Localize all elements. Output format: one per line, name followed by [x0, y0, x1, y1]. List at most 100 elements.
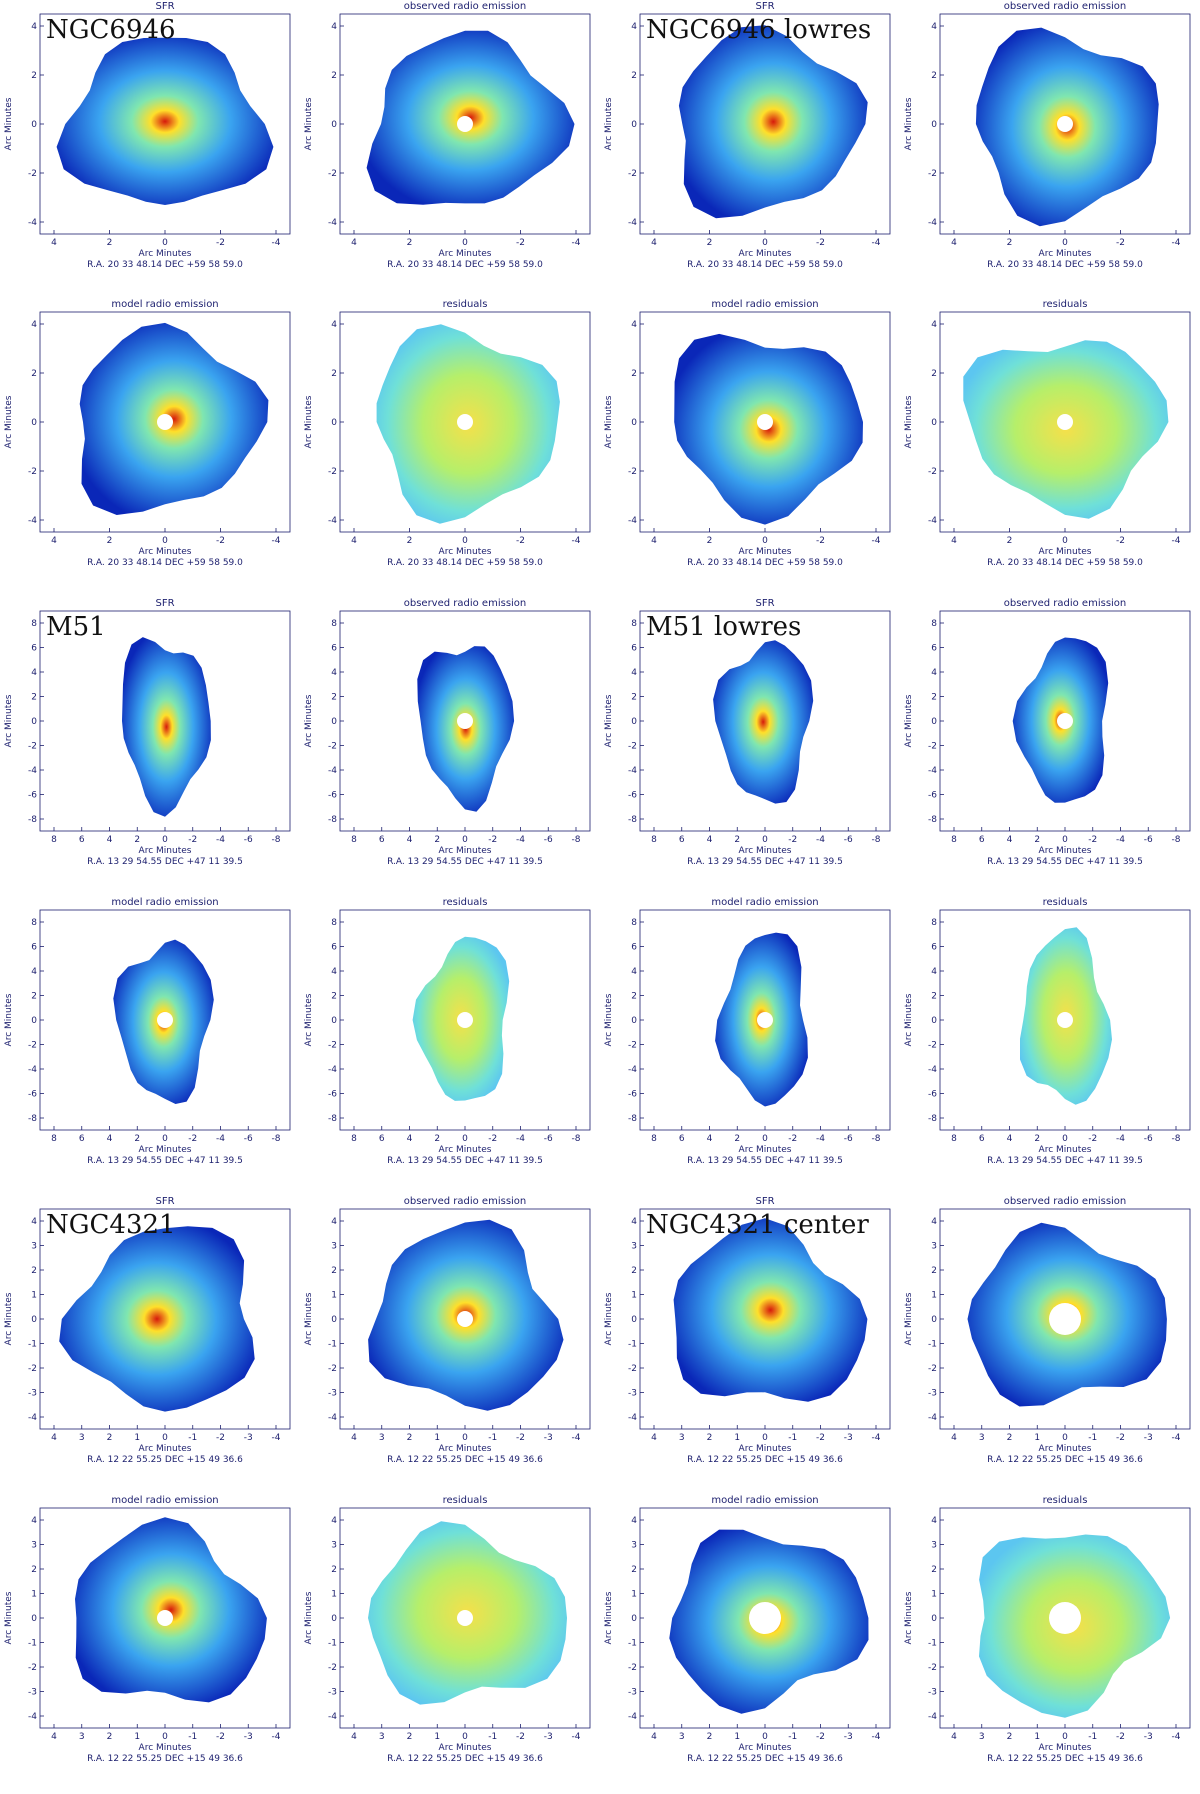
- x-tick-label: 3: [979, 1732, 985, 1742]
- x-axis-label: Arc Minutes: [139, 547, 192, 557]
- y-tick-label: 4: [931, 320, 937, 330]
- y-tick-label: 2: [331, 71, 337, 81]
- y-tick-label: -1: [328, 1340, 337, 1350]
- x-tick-label: -4: [572, 1732, 581, 1742]
- x-tick-label: -4: [816, 1134, 825, 1144]
- x-tick-label: -2: [216, 238, 225, 248]
- y-tick-label: 6: [331, 644, 337, 654]
- masked-center: [457, 1012, 473, 1028]
- x-tick-label: 2: [734, 1134, 740, 1144]
- y-tick-label: -3: [28, 1688, 37, 1698]
- y-tick-label: 2: [931, 992, 937, 1002]
- x-tick-label: 4: [1007, 835, 1013, 845]
- y-tick-label: -4: [28, 1413, 37, 1423]
- y-tick-label: -1: [28, 1340, 37, 1350]
- y-tick-label: 0: [331, 1016, 337, 1026]
- x-tick-label: 8: [51, 835, 57, 845]
- y-tick-label: -8: [928, 815, 937, 825]
- panel-svg: observed radio emission 8 6 4 2 0 -2 -4 -6 -8 8 6 4 2…: [904, 598, 1191, 867]
- x-tick-label: 4: [651, 1433, 657, 1443]
- x-tick-label: 1: [134, 1732, 140, 1742]
- coordinate-caption: R.A. 12 22 55.25 DEC +15 49 36.6: [987, 1754, 1143, 1764]
- y-axis-label: Arc Minutes: [304, 97, 314, 150]
- x-tick-label: 3: [979, 1433, 985, 1443]
- y-axis-label: Arc Minutes: [904, 1292, 914, 1345]
- y-tick-label: -2: [928, 467, 937, 477]
- panel: residuals 8 6 4 2 0 -2 -4 -6 -8 8 6 4 2 0 -2 -4 -6 -8 Arc M…: [900, 896, 1200, 1196]
- y-tick-label: 3: [331, 1541, 337, 1551]
- y-axis-label: Arc Minutes: [904, 1591, 914, 1644]
- x-tick-label: -8: [272, 1134, 281, 1144]
- y-tick-label: 8: [331, 918, 337, 928]
- x-tick-label: 0: [462, 536, 468, 546]
- panel-title: residuals: [443, 897, 488, 908]
- y-axis-label: Arc Minutes: [604, 395, 614, 448]
- y-tick-label: 1: [331, 1590, 337, 1600]
- coordinate-caption: R.A. 13 29 54.55 DEC +47 11 39.5: [687, 857, 843, 867]
- y-tick-label: -6: [328, 791, 337, 801]
- y-tick-label: -3: [628, 1688, 637, 1698]
- x-tick-label: -4: [572, 238, 581, 248]
- x-tick-label: -4: [516, 1134, 525, 1144]
- x-tick-label: -6: [1144, 1134, 1153, 1144]
- x-axis-label: Arc Minutes: [439, 846, 492, 856]
- coordinate-caption: R.A. 20 33 48.14 DEC +59 58 59.0: [87, 558, 243, 568]
- y-tick-label: 2: [331, 1565, 337, 1575]
- x-axis-label: Arc Minutes: [439, 1743, 492, 1753]
- y-tick-label: -6: [928, 1090, 937, 1100]
- y-tick-label: -4: [328, 766, 337, 776]
- y-tick-label: -1: [628, 1340, 637, 1350]
- y-tick-label: -1: [628, 1639, 637, 1649]
- y-tick-label: -2: [328, 742, 337, 752]
- panel: observed radio emission 4 2 0 -2 -4 4 2 0 -2 -4 Arc…: [900, 0, 1200, 300]
- y-axis-label: Arc Minutes: [904, 694, 914, 747]
- coordinate-caption: R.A. 20 33 48.14 DEC +59 58 59.0: [687, 260, 843, 270]
- x-tick-label: 3: [79, 1732, 85, 1742]
- x-tick-label: -2: [816, 1732, 825, 1742]
- x-tick-label: -2: [1116, 1433, 1125, 1443]
- panel-svg: SFR 4 3 2 1 0 -1 -2 -3 -4 4 3 2 1 0 -1 -2 -3 -4 Arc Minutes…: [604, 1196, 891, 1465]
- y-tick-label: 3: [31, 1541, 37, 1551]
- galaxy-emission-map: [79, 322, 269, 515]
- y-tick-label: 4: [31, 22, 37, 32]
- panel-svg: model radio emission 4 2 0 -2 -4 4 2 0 -2 -4 Arc Mi…: [4, 299, 291, 568]
- y-tick-label: -4: [628, 1712, 637, 1722]
- coordinate-caption: R.A. 13 29 54.55 DEC +47 11 39.5: [87, 1156, 243, 1166]
- x-tick-label: -2: [516, 1433, 525, 1443]
- x-axis-label: Arc Minutes: [439, 1145, 492, 1155]
- panel: SFR 8 6 4 2 0 -2 -4 -6 -8 8 6 4 2 0 -2 -4 -6 -8 Arc Minutes…: [0, 597, 300, 897]
- panel-svg: SFR 4 3 2 1 0 -1 -2 -3 -4 4 3 2 1 0 -1 -2 -3 -4 Arc Minutes…: [4, 1196, 291, 1465]
- x-tick-label: -4: [872, 1433, 881, 1443]
- x-tick-label: 2: [134, 835, 140, 845]
- x-tick-label: 4: [651, 536, 657, 546]
- x-tick-label: -8: [872, 1134, 881, 1144]
- y-axis-label: Arc Minutes: [904, 395, 914, 448]
- y-tick-label: 4: [331, 1516, 337, 1526]
- x-axis-label: Arc Minutes: [139, 1444, 192, 1454]
- x-tick-label: 6: [979, 835, 985, 845]
- x-tick-label: -2: [1116, 238, 1125, 248]
- x-tick-label: 1: [434, 1433, 440, 1443]
- x-tick-label: 0: [762, 1134, 768, 1144]
- x-tick-label: 6: [379, 835, 385, 845]
- panel-svg: observed radio emission 4 2 0 -2 -4 4 2 0 -2 -4 Arc…: [904, 1, 1191, 270]
- x-tick-label: 4: [407, 1134, 413, 1144]
- x-tick-label: 4: [951, 536, 957, 546]
- x-tick-label: 2: [707, 536, 713, 546]
- y-tick-label: 2: [631, 992, 637, 1002]
- y-tick-label: -2: [628, 467, 637, 477]
- y-tick-label: 4: [331, 967, 337, 977]
- panel: residuals 4 2 0 -2 -4 4 2 0 -2 -4 Arc Minutes Arc Mi…: [900, 298, 1200, 598]
- x-tick-label: -3: [544, 1433, 553, 1443]
- galaxy-emission-map: [673, 1218, 868, 1402]
- y-tick-label: 6: [31, 943, 37, 953]
- x-tick-label: -2: [816, 1433, 825, 1443]
- y-tick-label: -6: [28, 1090, 37, 1100]
- x-tick-label: -8: [572, 835, 581, 845]
- x-tick-label: -2: [188, 835, 197, 845]
- panel-title: observed radio emission: [404, 1, 527, 12]
- panel-svg: residuals 4 2 0 -2 -4 4 2 0 -2 -4 Arc Minutes Arc Mi…: [304, 299, 591, 568]
- x-tick-label: 2: [407, 1732, 413, 1742]
- x-axis-label: Arc Minutes: [1039, 846, 1092, 856]
- panel-title: residuals: [1043, 299, 1088, 310]
